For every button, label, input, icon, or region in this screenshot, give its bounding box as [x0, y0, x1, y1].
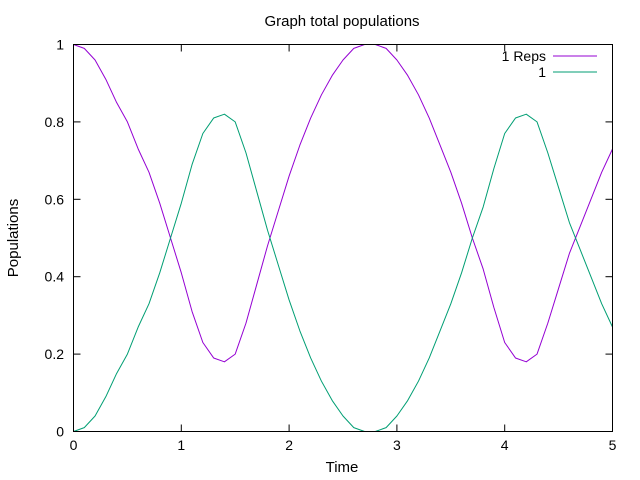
axis-ticks: 0 1 2 3 4 5 0 0.2 0.4 0.6 0.8 1	[45, 37, 617, 454]
series-line-1	[73, 44, 613, 363]
x-tick-label: 3	[393, 437, 401, 453]
y-tick-label: 0.2	[45, 346, 65, 362]
plot-frame	[73, 44, 613, 432]
y-axis-label: Populations	[5, 199, 22, 277]
legend-label: 1	[538, 64, 546, 80]
x-tick-label: 5	[609, 437, 617, 453]
chart-title: Graph total populations	[264, 13, 419, 30]
y-tick-label: 0.4	[45, 269, 65, 285]
y-tick-label: 0.6	[45, 191, 65, 207]
x-axis-label: Time	[326, 459, 359, 476]
x-tick-label: 1	[177, 437, 185, 453]
series-line-2	[73, 113, 613, 432]
x-tick-label: 0	[70, 437, 78, 453]
x-tick-label: 4	[501, 437, 509, 453]
legend-label: 1 Reps	[502, 48, 546, 64]
y-tick-label: 1	[56, 37, 64, 53]
x-tick-label: 2	[285, 437, 293, 453]
plot-lines	[73, 44, 613, 432]
y-tick-label: 0	[56, 424, 64, 440]
y-tick-label: 0.8	[45, 114, 65, 130]
